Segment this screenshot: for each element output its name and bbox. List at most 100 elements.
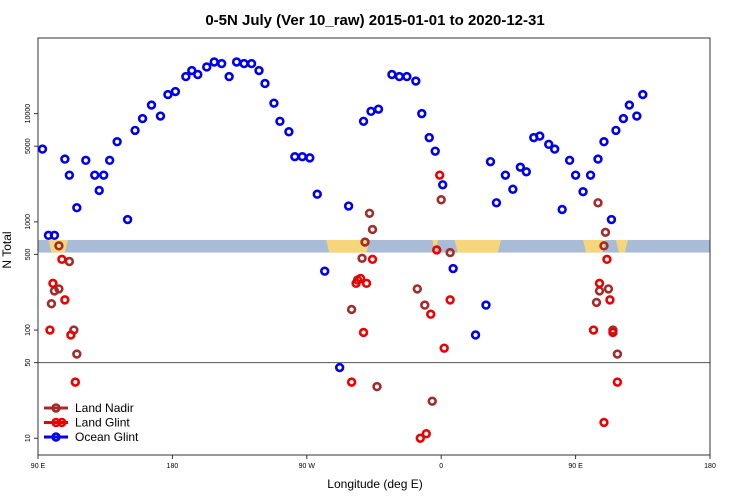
data-point [45, 325, 55, 335]
data-point [54, 284, 64, 294]
data-point [632, 111, 642, 121]
data-point [603, 284, 614, 294]
data-point [170, 86, 181, 97]
data-point [432, 245, 442, 255]
data-point [588, 325, 599, 335]
data-point [358, 327, 369, 338]
data-point [435, 170, 445, 180]
data-point [361, 278, 372, 289]
series-land-nadir [46, 195, 623, 406]
data-point [618, 113, 629, 124]
data-point [437, 180, 448, 190]
x-tick-label: 180 [167, 463, 179, 470]
data-point [54, 241, 64, 251]
data-point [57, 254, 67, 265]
data-point [594, 278, 605, 289]
data-point [485, 156, 496, 167]
data-point [216, 58, 227, 69]
data-point [64, 170, 75, 180]
data-point [146, 100, 157, 110]
legend-marker [51, 432, 61, 442]
data-point [284, 127, 294, 137]
data-point [593, 198, 603, 208]
data-point [312, 189, 322, 199]
data-point [137, 113, 148, 124]
data-point [605, 295, 615, 305]
plot-frame [37, 37, 711, 456]
data-point [436, 195, 446, 205]
data-point [81, 155, 91, 166]
data-point [411, 76, 421, 86]
data-point [481, 300, 491, 310]
legend-item: Land Nadir [44, 401, 134, 415]
y-tick-label: 10 [25, 434, 32, 442]
data-point [355, 273, 366, 284]
data-point [351, 278, 361, 289]
data-point [46, 299, 57, 309]
data-point [591, 297, 602, 308]
data-point [606, 214, 617, 225]
data-point [346, 304, 357, 315]
coverage-band [38, 239, 710, 253]
data-point [564, 155, 575, 166]
x-axis-label: Longitude (deg E) [327, 477, 422, 491]
data-point [305, 153, 315, 163]
data-point [430, 146, 440, 156]
data-point [193, 69, 203, 80]
data-point [608, 327, 618, 338]
data-point [60, 295, 70, 305]
data-point [70, 377, 81, 387]
data-point [544, 139, 554, 150]
data-point [246, 58, 257, 69]
data-point [599, 241, 609, 251]
data-point [602, 254, 612, 265]
data-point [72, 203, 82, 213]
data-point [445, 247, 455, 258]
data-point [415, 433, 425, 443]
legend-marker [51, 403, 61, 413]
data-point [367, 254, 378, 265]
data-point [593, 154, 603, 164]
land-band-segment [583, 239, 606, 253]
legend-label: Ocean Glint [75, 430, 139, 444]
data-point [402, 71, 412, 82]
legend-item: Ocean Glint [44, 430, 139, 444]
data-point [412, 284, 423, 294]
data-point [612, 377, 623, 387]
data-points [37, 57, 648, 443]
data-point [578, 186, 588, 197]
x-tick-label: 90 E [568, 463, 583, 470]
data-point [420, 300, 430, 310]
data-point [155, 111, 166, 121]
data-point [66, 330, 76, 340]
y-axis-label: N Total [0, 231, 14, 268]
data-point [424, 132, 434, 143]
data-point [99, 170, 109, 180]
series-land-glint [45, 170, 623, 443]
x-tick-label: 0 [439, 463, 443, 470]
data-point [508, 184, 518, 194]
chart-title: 0-5N July (Ver 10_raw) 2015-01-01 to 202… [205, 12, 544, 29]
land-band-segment [326, 239, 370, 253]
data-point [334, 362, 345, 373]
land-band-segment [48, 239, 68, 253]
data-point [624, 100, 635, 110]
data-point [557, 204, 567, 215]
data-point [426, 309, 436, 319]
data-point [224, 71, 234, 82]
land-band-segment [454, 239, 501, 253]
x-tick-label: 180 [704, 463, 716, 470]
data-point [612, 349, 623, 359]
y-tick-label: 1000 [25, 214, 32, 230]
data-point [421, 429, 431, 439]
y-tick-label: 5000 [25, 138, 32, 154]
data-point [122, 214, 133, 225]
data-point [600, 227, 611, 238]
data-point [500, 170, 511, 180]
y-tick-label: 50 [25, 359, 32, 367]
data-point [364, 208, 375, 218]
data-point [48, 278, 58, 289]
data-point [94, 185, 104, 196]
